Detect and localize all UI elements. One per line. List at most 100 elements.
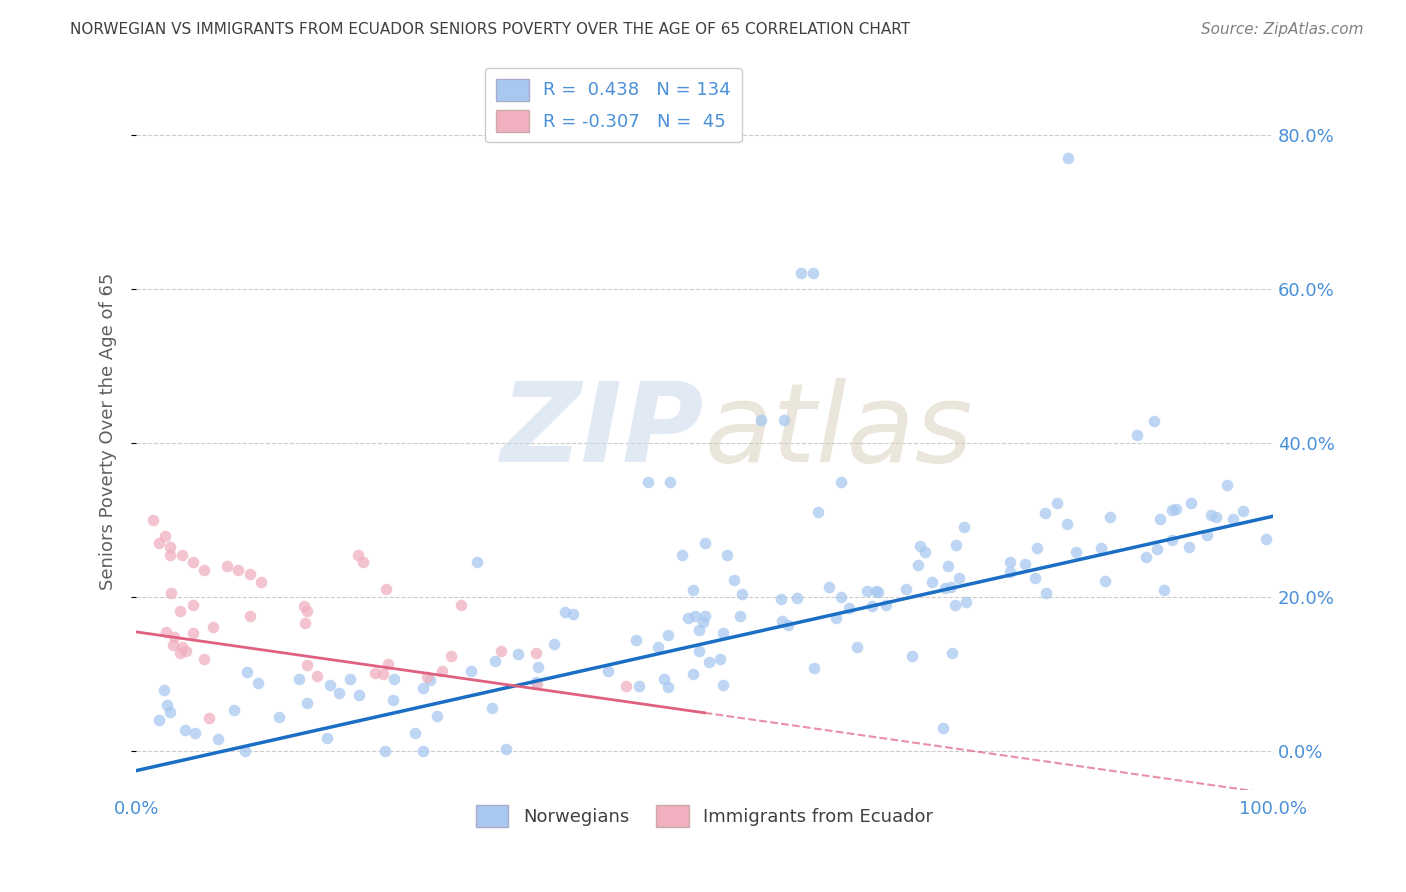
Point <box>377 657 399 671</box>
Point <box>292 599 315 613</box>
Point <box>998 565 1021 579</box>
Point <box>155 625 177 640</box>
Point <box>941 580 963 594</box>
Point <box>1098 509 1121 524</box>
Point <box>197 711 219 725</box>
Point <box>181 598 204 612</box>
Point <box>319 678 342 692</box>
Point <box>790 267 813 281</box>
Point <box>162 638 184 652</box>
Point <box>561 607 583 622</box>
Point <box>1125 428 1147 442</box>
Point <box>803 660 825 674</box>
Y-axis label: Seniors Poverty Over the Age of 65: Seniors Poverty Over the Age of 65 <box>100 273 117 591</box>
Point <box>172 640 194 654</box>
Point <box>508 647 530 661</box>
Point <box>846 640 869 655</box>
Point <box>416 670 439 684</box>
Legend: Norwegians, Immigrants from Ecuador: Norwegians, Immigrants from Ecuador <box>468 798 941 835</box>
Point <box>1035 586 1057 600</box>
Point <box>526 677 548 691</box>
Point <box>908 539 931 553</box>
Point <box>953 520 976 534</box>
Point <box>228 563 250 577</box>
Point <box>174 644 197 658</box>
Point <box>948 571 970 585</box>
Text: Source: ZipAtlas.com: Source: ZipAtlas.com <box>1201 22 1364 37</box>
Point <box>914 544 936 558</box>
Point <box>1160 503 1182 517</box>
Point <box>169 646 191 660</box>
Point <box>184 726 207 740</box>
Point <box>921 574 943 589</box>
Point <box>450 598 472 612</box>
Point <box>941 647 963 661</box>
Point <box>1205 509 1227 524</box>
Point <box>894 582 917 597</box>
Point <box>830 475 852 489</box>
Point <box>1064 544 1087 558</box>
Point <box>1024 571 1046 585</box>
Point <box>678 611 700 625</box>
Point <box>543 637 565 651</box>
Point <box>1149 512 1171 526</box>
Point <box>647 640 669 654</box>
Text: ZIP: ZIP <box>501 378 704 485</box>
Point <box>1090 541 1112 556</box>
Point <box>936 558 959 573</box>
Point <box>524 674 547 689</box>
Point <box>943 598 966 612</box>
Point <box>637 475 659 489</box>
Point <box>945 538 967 552</box>
Point <box>955 595 977 609</box>
Point <box>307 669 329 683</box>
Point <box>1153 583 1175 598</box>
Point <box>682 582 704 597</box>
Point <box>627 679 650 693</box>
Point <box>773 413 796 427</box>
Point <box>697 655 720 669</box>
Point <box>692 615 714 630</box>
Point <box>419 673 441 687</box>
Point <box>193 652 215 666</box>
Point <box>315 731 337 745</box>
Point <box>153 528 176 542</box>
Point <box>489 644 512 658</box>
Point <box>934 582 956 596</box>
Point <box>412 681 434 696</box>
Point <box>860 599 883 614</box>
Point <box>1143 413 1166 427</box>
Point <box>688 623 710 637</box>
Point <box>294 616 316 631</box>
Point <box>723 573 745 587</box>
Point <box>1146 541 1168 556</box>
Point <box>412 744 434 758</box>
Point <box>693 536 716 550</box>
Point <box>239 609 262 624</box>
Point <box>657 680 679 694</box>
Point <box>1033 506 1056 520</box>
Point <box>148 713 170 727</box>
Point <box>233 744 256 758</box>
Point <box>162 630 184 644</box>
Point <box>770 615 793 629</box>
Point <box>328 686 350 700</box>
Point <box>1026 541 1049 555</box>
Point <box>1222 512 1244 526</box>
Point <box>495 742 517 756</box>
Point <box>207 731 229 746</box>
Point <box>688 644 710 658</box>
Point <box>711 625 734 640</box>
Point <box>297 603 319 617</box>
Point <box>375 582 398 597</box>
Point <box>1178 540 1201 554</box>
Point <box>339 672 361 686</box>
Point <box>1256 532 1278 546</box>
Point <box>1166 502 1188 516</box>
Point <box>156 698 179 713</box>
Point <box>1014 557 1036 571</box>
Point <box>153 682 176 697</box>
Point <box>659 475 682 489</box>
Point <box>901 648 924 663</box>
Point <box>1199 508 1222 523</box>
